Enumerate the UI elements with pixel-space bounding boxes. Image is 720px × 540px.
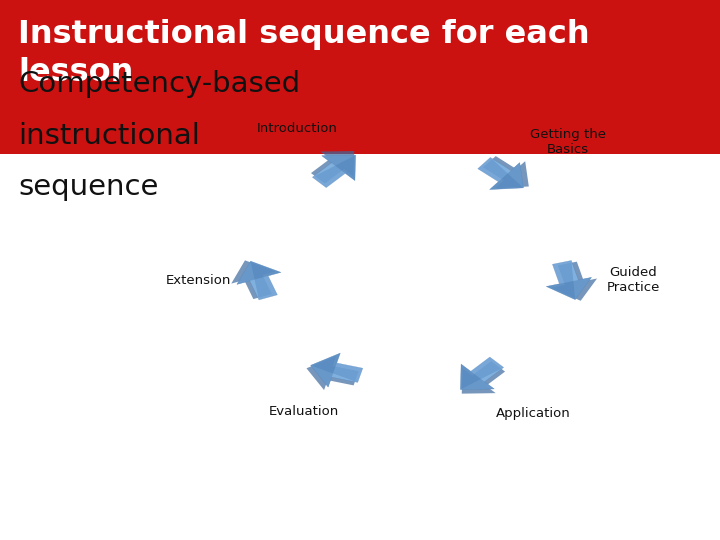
Text: Introduction: Introduction xyxy=(256,123,338,136)
Polygon shape xyxy=(460,364,495,389)
Polygon shape xyxy=(307,356,359,390)
Text: Guided
Practice: Guided Practice xyxy=(606,266,660,294)
Text: instructional: instructional xyxy=(18,122,200,150)
Polygon shape xyxy=(462,361,505,394)
Polygon shape xyxy=(546,278,592,300)
Polygon shape xyxy=(478,158,523,190)
Polygon shape xyxy=(311,151,354,184)
Text: Evaluation: Evaluation xyxy=(269,404,339,417)
Polygon shape xyxy=(310,353,363,387)
Text: Getting the
Basics: Getting the Basics xyxy=(530,129,606,157)
Polygon shape xyxy=(546,260,592,300)
Text: sequence: sequence xyxy=(18,173,158,201)
Text: Instructional sequence for each: Instructional sequence for each xyxy=(18,19,590,50)
Polygon shape xyxy=(572,260,592,300)
Polygon shape xyxy=(312,155,356,177)
Polygon shape xyxy=(322,155,356,180)
Polygon shape xyxy=(552,262,597,301)
Polygon shape xyxy=(490,163,523,190)
Text: Extension: Extension xyxy=(166,274,231,287)
Polygon shape xyxy=(483,156,528,188)
Polygon shape xyxy=(460,367,504,389)
Polygon shape xyxy=(460,357,504,389)
Polygon shape xyxy=(490,158,523,188)
Text: lesson: lesson xyxy=(18,57,133,87)
Text: Competency-based: Competency-based xyxy=(18,70,300,98)
Polygon shape xyxy=(231,260,276,299)
Bar xyxy=(0,0,720,154)
Polygon shape xyxy=(237,261,259,300)
Polygon shape xyxy=(310,366,358,387)
Polygon shape xyxy=(310,353,341,387)
Text: Application: Application xyxy=(496,407,571,420)
Polygon shape xyxy=(312,155,356,187)
Polygon shape xyxy=(237,261,281,285)
Polygon shape xyxy=(237,261,281,300)
